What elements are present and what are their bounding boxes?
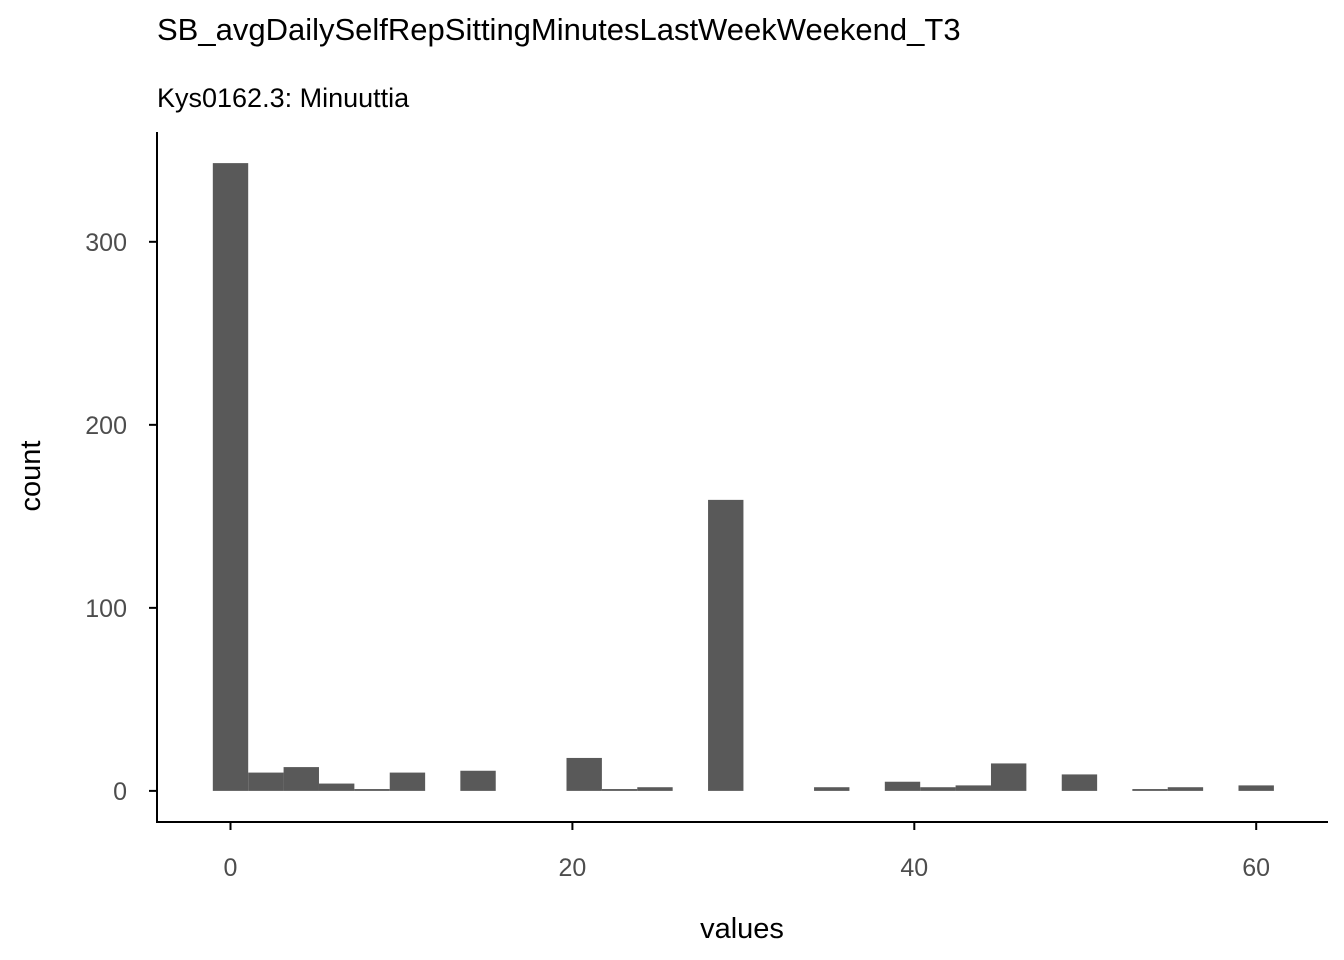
histogram-bar [920,787,956,791]
histogram-bar [354,789,390,791]
y-axis-label: count [15,441,47,512]
histogram-bar [566,757,602,791]
y-tick-label: 100 [85,595,127,623]
x-tick-label: 20 [558,854,586,882]
chart-title: SB_avgDailySelfRepSittingMinutesLastWeek… [157,12,961,47]
histogram-bar [955,785,991,791]
x-tick-label: 40 [900,854,928,882]
histogram-bar [601,789,638,791]
histogram-bar [283,767,319,791]
bars-group [212,163,1274,791]
histogram-bar [990,763,1027,791]
y-tick-label: 0 [113,778,127,806]
histogram-bar [1238,785,1274,791]
histogram-bar [637,787,673,791]
histogram-bar [389,772,426,791]
histogram-bar [1061,774,1098,791]
x-ticks-group: 0 20 40 60 [224,822,1270,882]
histogram-bar [1132,789,1168,791]
histogram-bar [212,163,249,791]
y-tick-label: 200 [85,412,127,440]
x-tick-label: 60 [1242,854,1270,882]
histogram-bar [248,772,284,791]
histogram-bar [884,781,921,791]
histogram-bar [814,787,850,791]
y-tick-label: 300 [85,229,127,257]
histogram-bar [1167,787,1204,791]
y-ticks-group: 0 100 200 300 [85,229,157,806]
histogram-bar [460,770,496,791]
histogram-bar [318,783,355,791]
axes-group [156,132,1328,823]
histogram-bar [708,499,744,791]
x-tick-label: 0 [224,854,238,882]
x-axis-label: values [700,913,784,945]
chart-subtitle: Kys0162.3: Minuuttia [157,83,410,113]
